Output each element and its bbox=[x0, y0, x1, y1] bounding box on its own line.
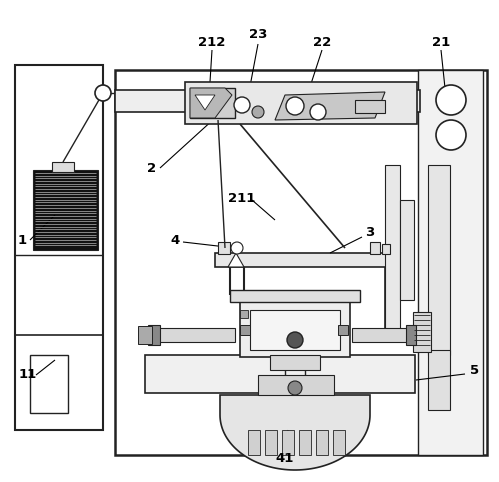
Bar bbox=[258, 375, 334, 395]
Bar bbox=[333, 430, 345, 455]
Bar bbox=[240, 302, 350, 357]
Text: 2: 2 bbox=[147, 161, 157, 174]
Bar bbox=[138, 326, 152, 344]
Bar bbox=[33, 170, 98, 250]
Bar bbox=[155, 328, 235, 342]
Bar bbox=[148, 325, 160, 345]
Text: 21: 21 bbox=[432, 36, 450, 49]
Bar bbox=[185, 82, 417, 124]
Text: 23: 23 bbox=[249, 28, 267, 41]
Circle shape bbox=[95, 85, 111, 101]
Bar bbox=[400, 200, 414, 300]
Bar bbox=[428, 350, 450, 410]
Bar bbox=[299, 430, 311, 455]
Circle shape bbox=[231, 242, 243, 254]
Bar bbox=[145, 355, 415, 393]
Text: 5: 5 bbox=[471, 363, 480, 376]
Text: 211: 211 bbox=[229, 191, 255, 204]
Circle shape bbox=[252, 106, 264, 118]
Bar bbox=[190, 88, 235, 118]
Circle shape bbox=[310, 104, 326, 120]
Circle shape bbox=[234, 97, 250, 113]
Text: 11: 11 bbox=[19, 369, 37, 381]
Bar bbox=[230, 290, 360, 302]
Text: 41: 41 bbox=[276, 452, 294, 465]
Bar bbox=[352, 328, 407, 342]
Circle shape bbox=[436, 85, 466, 115]
Bar bbox=[382, 244, 390, 254]
Bar bbox=[240, 325, 250, 335]
Polygon shape bbox=[220, 395, 370, 470]
Bar bbox=[30, 355, 68, 413]
Bar bbox=[355, 100, 385, 113]
Text: 1: 1 bbox=[17, 233, 26, 246]
Bar bbox=[316, 430, 328, 455]
Circle shape bbox=[287, 332, 303, 348]
Bar bbox=[215, 253, 413, 267]
Circle shape bbox=[288, 381, 302, 395]
Bar bbox=[115, 70, 487, 455]
Polygon shape bbox=[195, 95, 215, 110]
Bar bbox=[250, 310, 340, 350]
Bar bbox=[218, 242, 230, 254]
Polygon shape bbox=[190, 88, 232, 118]
Text: 4: 4 bbox=[170, 233, 180, 246]
Bar bbox=[115, 90, 420, 112]
Bar bbox=[418, 70, 483, 455]
Bar bbox=[15, 65, 103, 430]
Bar bbox=[248, 430, 260, 455]
Bar bbox=[282, 430, 294, 455]
Bar bbox=[240, 310, 248, 318]
Bar bbox=[413, 312, 431, 352]
Bar bbox=[265, 430, 277, 455]
Bar bbox=[428, 165, 450, 355]
Bar bbox=[370, 242, 380, 254]
Text: 22: 22 bbox=[313, 36, 331, 49]
Bar bbox=[15, 335, 103, 430]
Bar bbox=[406, 325, 416, 345]
Text: 212: 212 bbox=[198, 36, 226, 49]
Polygon shape bbox=[275, 92, 385, 120]
Circle shape bbox=[286, 97, 304, 115]
Polygon shape bbox=[228, 253, 244, 267]
Bar bbox=[270, 355, 320, 370]
Bar bbox=[385, 165, 400, 333]
Circle shape bbox=[436, 120, 466, 150]
Bar bbox=[338, 325, 348, 335]
Text: 3: 3 bbox=[365, 226, 375, 239]
Bar bbox=[52, 162, 74, 172]
